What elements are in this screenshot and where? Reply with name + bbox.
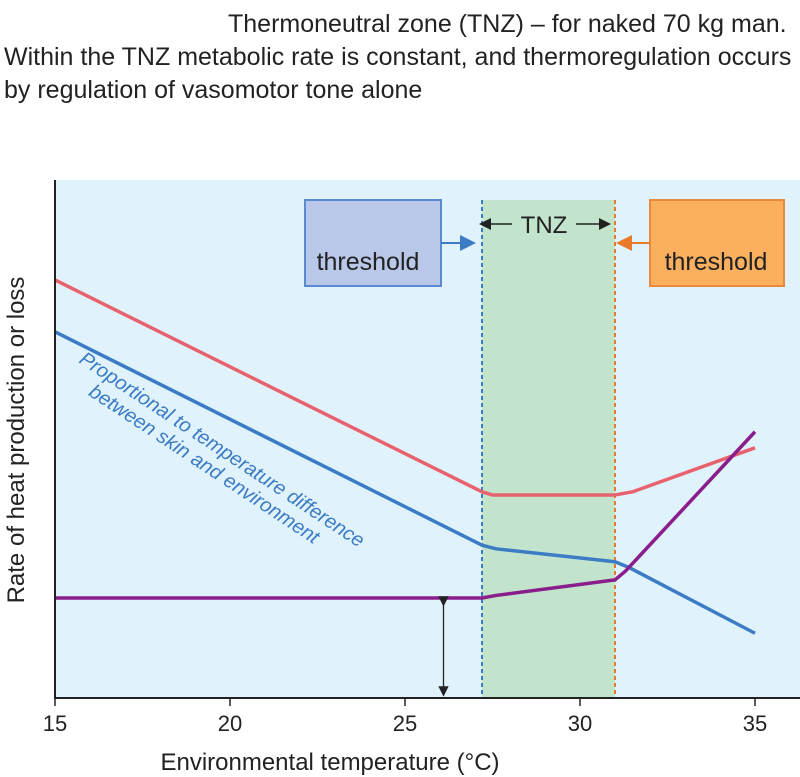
x-tick-label: 35 bbox=[743, 711, 767, 736]
series-line-blue bbox=[54, 330, 756, 635]
lower-threshold-box bbox=[304, 199, 442, 287]
lower-threshold-label: threshold bbox=[317, 248, 420, 276]
x-tick-label: 15 bbox=[43, 711, 67, 736]
y-axis-label: Rate of heat production or loss bbox=[3, 277, 30, 604]
x-tick-label: 25 bbox=[393, 711, 417, 736]
x-axis-label: Environmental temperature (°C) bbox=[160, 749, 499, 776]
tnz-band bbox=[482, 200, 615, 698]
tnz-label: TNZ bbox=[521, 212, 568, 239]
series-line-purple bbox=[55, 430, 757, 600]
upper-threshold-box bbox=[649, 199, 785, 287]
x-tick-label: 20 bbox=[218, 711, 242, 736]
chart-title: Thermoneutral zone (TNZ) – for naked 70 … bbox=[4, 10, 792, 104]
upper-threshold-label: threshold bbox=[665, 248, 768, 276]
series-line-red bbox=[54, 278, 756, 497]
x-tick-label: 30 bbox=[568, 711, 592, 736]
